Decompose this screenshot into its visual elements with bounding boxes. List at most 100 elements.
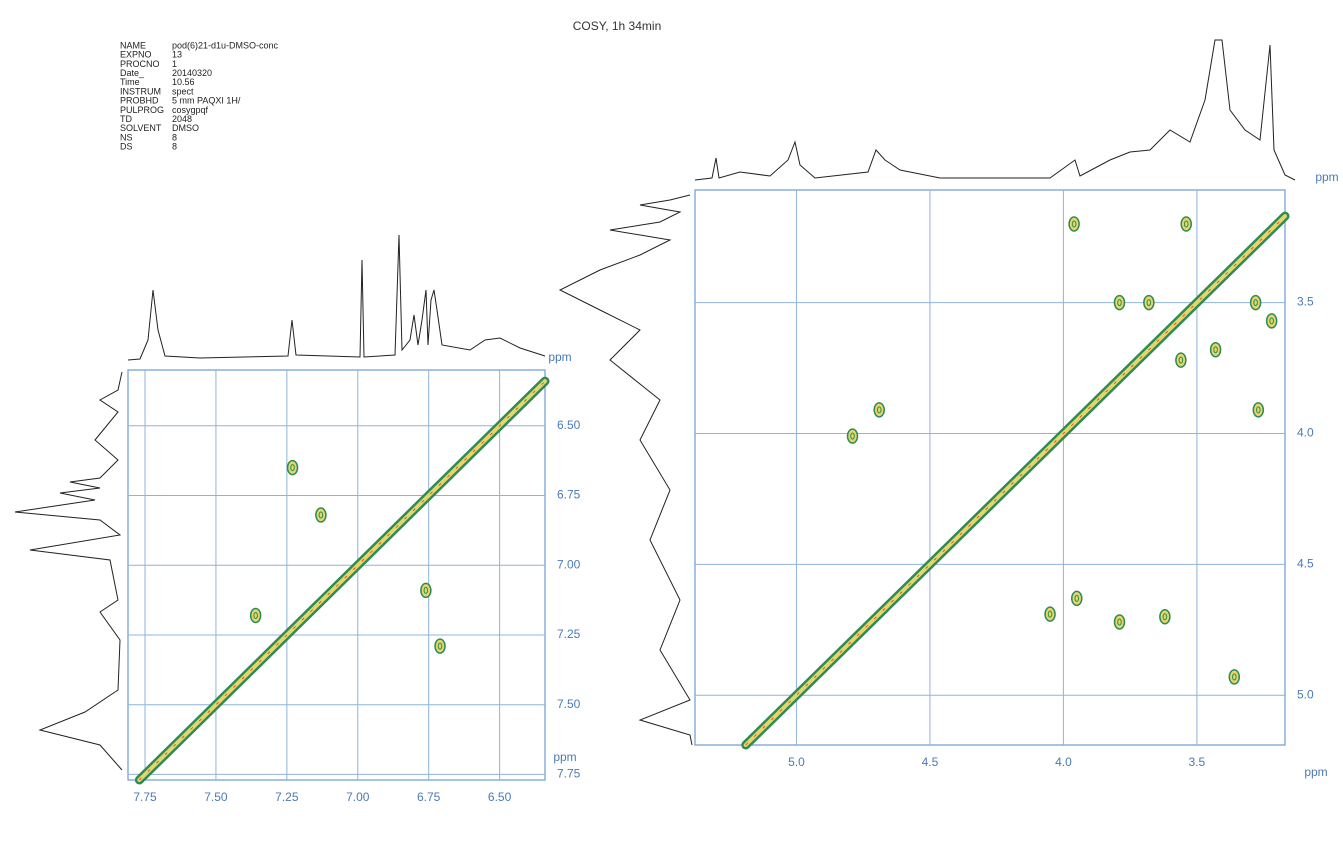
param-name: PULPROG — [120, 105, 164, 115]
x-tick-label: 7.25 — [275, 790, 299, 804]
cross-peak — [420, 582, 432, 599]
x-tick-label: 3.5 — [1189, 755, 1206, 769]
x-tick-label: 4.0 — [1055, 755, 1072, 769]
param-value: 13 — [172, 50, 182, 60]
param-value: pod(6)21-d1u-DMSO-conc — [172, 40, 279, 50]
param-value: 1 — [172, 59, 177, 69]
param-value: 2048 — [172, 114, 192, 124]
param-value: 20140320 — [172, 68, 212, 78]
param-name: PROBHD — [120, 96, 159, 106]
x-tick-label: 7.00 — [346, 790, 370, 804]
y-axis-label: ppm — [1315, 170, 1338, 184]
cross-peak — [1044, 606, 1056, 622]
param-value: 5 mm PAQXI 1H/ — [172, 96, 241, 106]
x-tick-label: 7.75 — [133, 790, 157, 804]
x-tick-label: 4.5 — [922, 755, 939, 769]
y-tick-label: 3.5 — [1297, 295, 1314, 309]
param-value: spect — [172, 86, 194, 96]
cross-peak — [1175, 352, 1187, 368]
cross-peak-core — [850, 432, 855, 440]
side-projection — [14, 371, 123, 771]
param-name: NAME — [120, 40, 146, 50]
cross-peak-core — [437, 642, 443, 650]
cross-peak — [249, 607, 262, 624]
x-tick-label: 6.75 — [417, 790, 441, 804]
y-tick-label: 4.0 — [1297, 426, 1314, 440]
y-tick-label: 7.75 — [557, 767, 581, 781]
cross-peak — [1143, 294, 1155, 311]
y-tick-label: 6.50 — [557, 418, 581, 432]
cross-peak-core — [1047, 610, 1053, 618]
diagonal — [137, 379, 547, 782]
cross-peak-core — [1117, 618, 1122, 626]
figure-title: COSY, 1h 34min — [573, 19, 662, 33]
cross-peak — [1159, 608, 1171, 625]
param-value: cosygpqf — [172, 105, 209, 115]
side-projection — [558, 194, 693, 746]
cross-peak-core — [1117, 299, 1122, 307]
x-axis-label: ppm — [553, 750, 576, 764]
parameter-block: NAME pod(6)21-d1u-DMSO-conc EXPNO 13 PROCNO 1… — [120, 40, 279, 151]
cross-peak — [846, 428, 859, 444]
cross-peak — [1265, 313, 1278, 329]
cross-peak-core — [1256, 406, 1261, 414]
y-tick-label: 6.75 — [557, 488, 581, 502]
diagonal — [743, 214, 1287, 747]
x-tick-label: 7.50 — [204, 790, 228, 804]
param-name: Date_ — [120, 68, 145, 78]
cross-peak — [1180, 216, 1192, 232]
param-value: 8 — [172, 142, 177, 152]
x-tick-label: 6.50 — [488, 790, 512, 804]
cross-peak-core — [1162, 613, 1168, 621]
cross-peak — [1071, 590, 1083, 607]
cross-peak-core — [253, 611, 258, 619]
y-tick-label: 7.50 — [557, 697, 581, 711]
cross-peak-core — [290, 464, 295, 472]
y-tick-label: 4.5 — [1297, 557, 1314, 571]
param-name: DS — [120, 142, 133, 152]
cross-peak-core — [423, 586, 429, 594]
cross-peak — [1068, 216, 1080, 232]
cross-peak — [315, 507, 327, 523]
cross-peak-core — [1183, 220, 1189, 228]
cross-peak — [873, 402, 885, 418]
param-name: INSTRUM — [120, 86, 161, 96]
cross-peak-core — [1178, 356, 1184, 364]
cross-peak — [1228, 669, 1241, 685]
param-name: NS — [120, 132, 133, 142]
x-tick-label: 5.0 — [788, 755, 805, 769]
plot-frame — [127, 369, 546, 781]
y-axis-label: ppm — [548, 350, 571, 364]
param-name: Time — [120, 77, 140, 87]
cross-peak-core — [1213, 346, 1218, 354]
cross-peak — [1209, 341, 1222, 358]
y-tick-label: 7.25 — [557, 627, 581, 641]
cross-peak-core — [1269, 317, 1274, 325]
cross-peak-core — [318, 511, 324, 519]
cross-peak-core — [1071, 220, 1077, 228]
cross-peak-core — [1231, 673, 1237, 681]
cross-peak — [434, 638, 446, 654]
param-value: 8 — [172, 132, 177, 142]
cross-peak-core — [1146, 299, 1152, 307]
cross-peak — [1113, 614, 1126, 630]
x-axis-label: ppm — [1304, 765, 1327, 779]
top-projection — [694, 39, 1296, 181]
cross-peak-core — [876, 406, 882, 414]
plot-frame — [694, 189, 1286, 746]
cross-peak-core — [1253, 299, 1258, 307]
cross-peak — [1113, 294, 1126, 311]
cross-peak — [286, 459, 299, 476]
cross-peak — [1252, 402, 1265, 418]
param-value: 10.56 — [172, 77, 195, 87]
top-projection — [127, 234, 546, 361]
param-name: TD — [120, 114, 132, 124]
y-tick-label: 7.00 — [557, 557, 581, 571]
param-name: PROCNO — [120, 59, 160, 69]
cross-peak — [1249, 294, 1262, 311]
y-tick-label: 5.0 — [1297, 687, 1314, 701]
cross-peak-core — [1074, 594, 1080, 602]
param-value: DMSO — [172, 123, 199, 133]
param-name: EXPNO — [120, 50, 152, 60]
